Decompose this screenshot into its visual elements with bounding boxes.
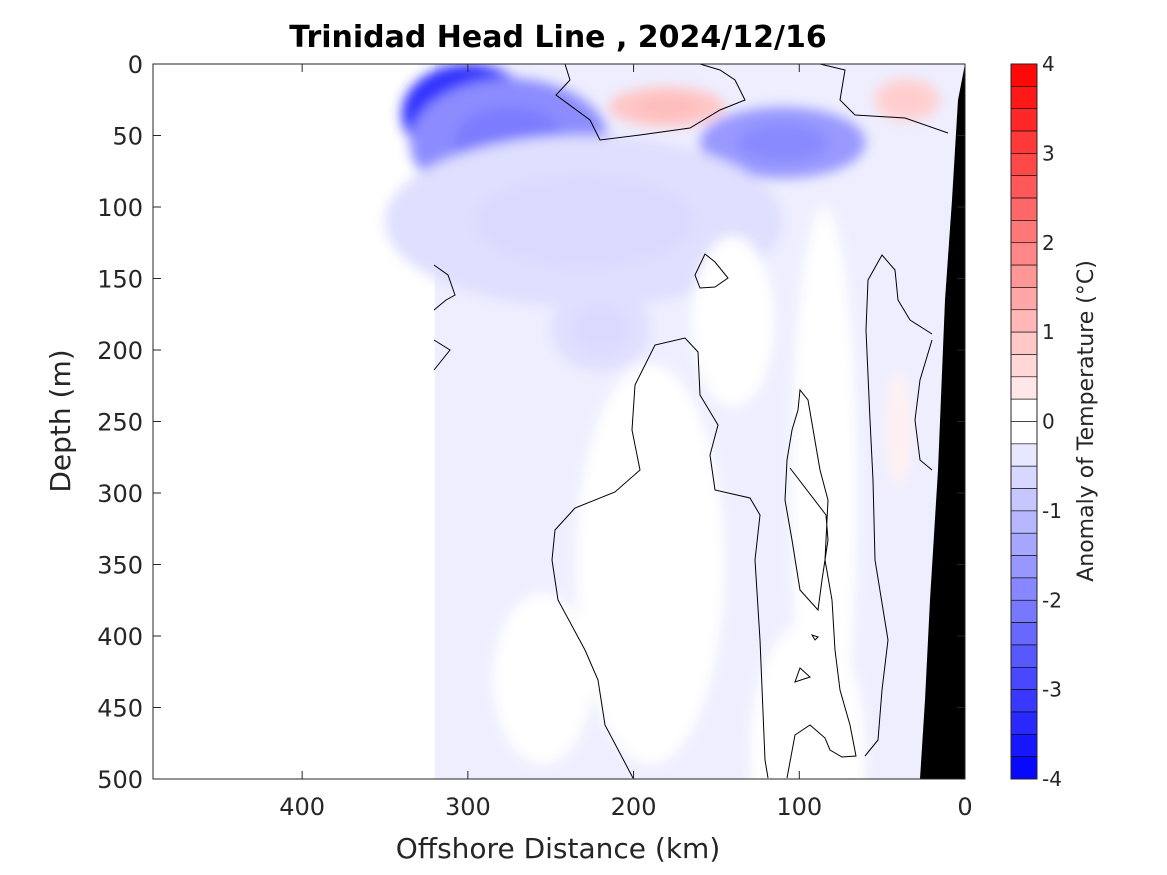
contour-line: [794, 667, 811, 683]
warm-anomaly-core: [634, 95, 699, 118]
x-tick-label: 300: [445, 793, 491, 821]
colorbar-level: [1010, 264, 1038, 288]
colorbar-level: [1010, 376, 1038, 400]
colorbar-level: [1010, 108, 1038, 132]
colorbar-level: [1010, 443, 1038, 467]
x-tick-label: 200: [611, 793, 657, 821]
colorbar-level: [1010, 532, 1038, 556]
colorbar-level: [1010, 599, 1038, 623]
colorbar-level: [1010, 711, 1038, 735]
y-tick-label: 100: [97, 194, 143, 222]
y-tick-label: 350: [97, 552, 143, 580]
cold-anomaly-core: [737, 122, 829, 163]
colorbar-tick-label: 1: [1042, 320, 1055, 344]
near-zero-regions: [492, 207, 866, 779]
colorbar-level: [1010, 63, 1038, 87]
x-tick-label: 0: [957, 793, 972, 821]
contour-line: [864, 254, 933, 757]
warm-anomaly-core: [891, 397, 907, 461]
colorbar-level: [1010, 689, 1038, 713]
colorbar-tick-label: -2: [1042, 588, 1062, 612]
colorbar-level: [1010, 666, 1038, 690]
y-tick-label: 0: [128, 51, 143, 79]
x-axis: 400 300 200 100 0: [279, 64, 973, 821]
colorbar-level: [1010, 465, 1038, 489]
y-tick-label: 50: [112, 123, 143, 151]
colorbar-level: [1010, 734, 1038, 757]
y-axis-label: Depth (m): [44, 349, 77, 492]
colorbar-level: [1010, 577, 1038, 601]
colorbar-level: [1010, 130, 1038, 154]
plot-area: [153, 64, 965, 779]
y-tick-label: 500: [97, 766, 143, 794]
y-tick-label: 200: [97, 337, 143, 365]
colorbar-level: [1010, 175, 1038, 199]
colorbar-frame: [1010, 63, 1038, 780]
colorbar-level: [1010, 242, 1038, 266]
colorbar-tick-label: -1: [1042, 499, 1062, 523]
contour-line: [433, 339, 451, 371]
colorbar-tick-label: -3: [1042, 678, 1062, 702]
colorbar-level: [1010, 421, 1038, 445]
contour-line: [694, 253, 729, 289]
near-zero-region: [791, 207, 858, 779]
contour-line: [433, 264, 456, 311]
colorbar-level: [1010, 287, 1038, 311]
colorbar-tick-label: 2: [1042, 231, 1055, 255]
x-axis-label: Offshore Distance (km): [396, 832, 721, 865]
colorbar-level: [1010, 555, 1038, 579]
colorbar-level: [1010, 510, 1038, 534]
y-tick-label: 400: [97, 623, 143, 651]
zero-contours: [433, 64, 949, 779]
cold-anomaly-core: [474, 174, 694, 269]
colorbar-level: [1010, 331, 1038, 355]
y-tick-label: 300: [97, 480, 143, 508]
contour-line: [784, 388, 857, 779]
colorbar-level: [1010, 86, 1038, 109]
contour-line: [551, 337, 769, 779]
colorbar-level: [1010, 756, 1038, 780]
colorbar: [1010, 63, 1038, 780]
colorbar-ticks: 4 3 2 1 0 -1 -2 -3 -4: [1042, 52, 1062, 791]
colorbar-tick-label: 3: [1042, 141, 1055, 165]
colorbar-level: [1010, 220, 1038, 244]
colorbar-level: [1010, 398, 1038, 422]
chart-title: Trinidad Head Line , 2024/12/16: [289, 20, 826, 55]
contour-line: [819, 64, 949, 134]
contour-line: [555, 64, 746, 141]
colorbar-level: [1010, 644, 1038, 668]
x-tick-label: 100: [776, 793, 822, 821]
colorbar-tick-label: 4: [1042, 52, 1055, 76]
near-zero-region: [575, 364, 725, 765]
colorbar-tick-label: 0: [1042, 410, 1055, 434]
colorbar-level: [1010, 153, 1038, 177]
y-axis: 0 50 100 150 200 250 300 350 400 450 500: [97, 51, 965, 794]
y-tick-label: 250: [97, 409, 143, 437]
y-tick-label: 150: [97, 266, 143, 294]
colorbar-label: Anomaly of Temperature (°C): [1074, 260, 1099, 582]
contour-line: [810, 634, 819, 641]
x-tick-label: 400: [279, 793, 325, 821]
colorbar-level: [1010, 488, 1038, 512]
y-tick-label: 450: [97, 695, 143, 723]
cold-anomaly-core: [573, 304, 628, 353]
warm-anomaly-core: [888, 87, 926, 112]
seafloor-mask: [920, 64, 965, 779]
colorbar-level: [1010, 197, 1038, 221]
colorbar-tick-label: -4: [1042, 767, 1062, 791]
colorbar-level: [1010, 309, 1038, 333]
near-zero-region: [691, 235, 775, 408]
colorbar-level: [1010, 354, 1038, 378]
colorbar-level: [1010, 622, 1038, 646]
contour-line: [914, 339, 933, 471]
near-zero-region: [492, 593, 593, 765]
